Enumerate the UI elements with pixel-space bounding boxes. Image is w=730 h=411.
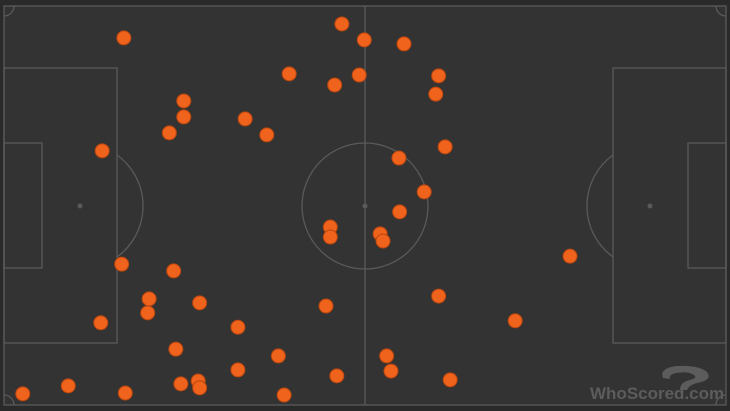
- event-marker-34: [168, 341, 184, 357]
- right-penalty-spot: [647, 203, 653, 209]
- event-marker-9: [176, 93, 192, 109]
- event-marker-46: [192, 380, 208, 396]
- event-marker-18: [392, 204, 408, 220]
- event-marker-41: [15, 386, 31, 402]
- event-marker-39: [329, 368, 345, 384]
- event-marker-16: [391, 150, 407, 166]
- event-marker-30: [318, 298, 334, 314]
- center-circle: [301, 142, 429, 270]
- event-marker-12: [237, 111, 253, 127]
- event-marker-35: [270, 348, 286, 364]
- event-marker-3: [396, 36, 412, 52]
- event-marker-0: [116, 30, 132, 46]
- event-marker-43: [117, 385, 133, 401]
- corner-arc-top-right: [715, 5, 727, 17]
- left-penalty-arc: [116, 154, 144, 258]
- event-marker-4: [281, 66, 297, 82]
- event-marker-38: [230, 362, 246, 378]
- event-marker-37: [383, 363, 399, 379]
- corner-arc-top-left: [3, 5, 15, 17]
- event-marker-24: [114, 256, 130, 272]
- event-marker-20: [322, 229, 338, 245]
- event-marker-5: [327, 77, 343, 93]
- event-marker-31: [431, 288, 447, 304]
- center-spot: [362, 203, 368, 209]
- event-marker-1: [334, 16, 350, 32]
- event-marker-40: [442, 372, 458, 388]
- event-marker-14: [94, 143, 110, 159]
- event-marker-6: [351, 67, 367, 83]
- event-marker-29: [93, 315, 109, 331]
- event-marker-32: [507, 313, 523, 329]
- right-six-yard-box: [687, 142, 727, 269]
- event-markers: [15, 16, 578, 403]
- right-penalty-arc: [586, 154, 614, 258]
- left-penalty-spot: [77, 203, 83, 209]
- event-marker-2: [356, 32, 372, 48]
- event-marker-15: [437, 139, 453, 155]
- event-marker-23: [562, 248, 578, 264]
- event-marker-44: [173, 376, 189, 392]
- event-marker-22: [375, 233, 391, 249]
- event-marker-7: [431, 68, 447, 84]
- event-marker-27: [140, 305, 156, 321]
- event-marker-13: [259, 127, 275, 143]
- event-marker-36: [379, 348, 395, 364]
- whoscored-logo: WhoScored.com: [590, 365, 724, 403]
- event-marker-8: [428, 86, 444, 102]
- event-marker-10: [176, 109, 192, 125]
- event-marker-26: [141, 291, 157, 307]
- watermark-text: WhoScored.com: [590, 384, 724, 403]
- event-marker-17: [416, 184, 432, 200]
- event-marker-42: [60, 378, 76, 394]
- event-marker-11: [161, 125, 177, 141]
- left-six-yard-box: [3, 142, 43, 269]
- corner-arc-bottom-left: [3, 394, 15, 406]
- corner-arc-bottom-right: [715, 394, 727, 406]
- event-marker-33: [230, 319, 246, 335]
- event-marker-28: [192, 295, 208, 311]
- event-marker-47: [276, 387, 292, 403]
- event-marker-25: [166, 263, 182, 279]
